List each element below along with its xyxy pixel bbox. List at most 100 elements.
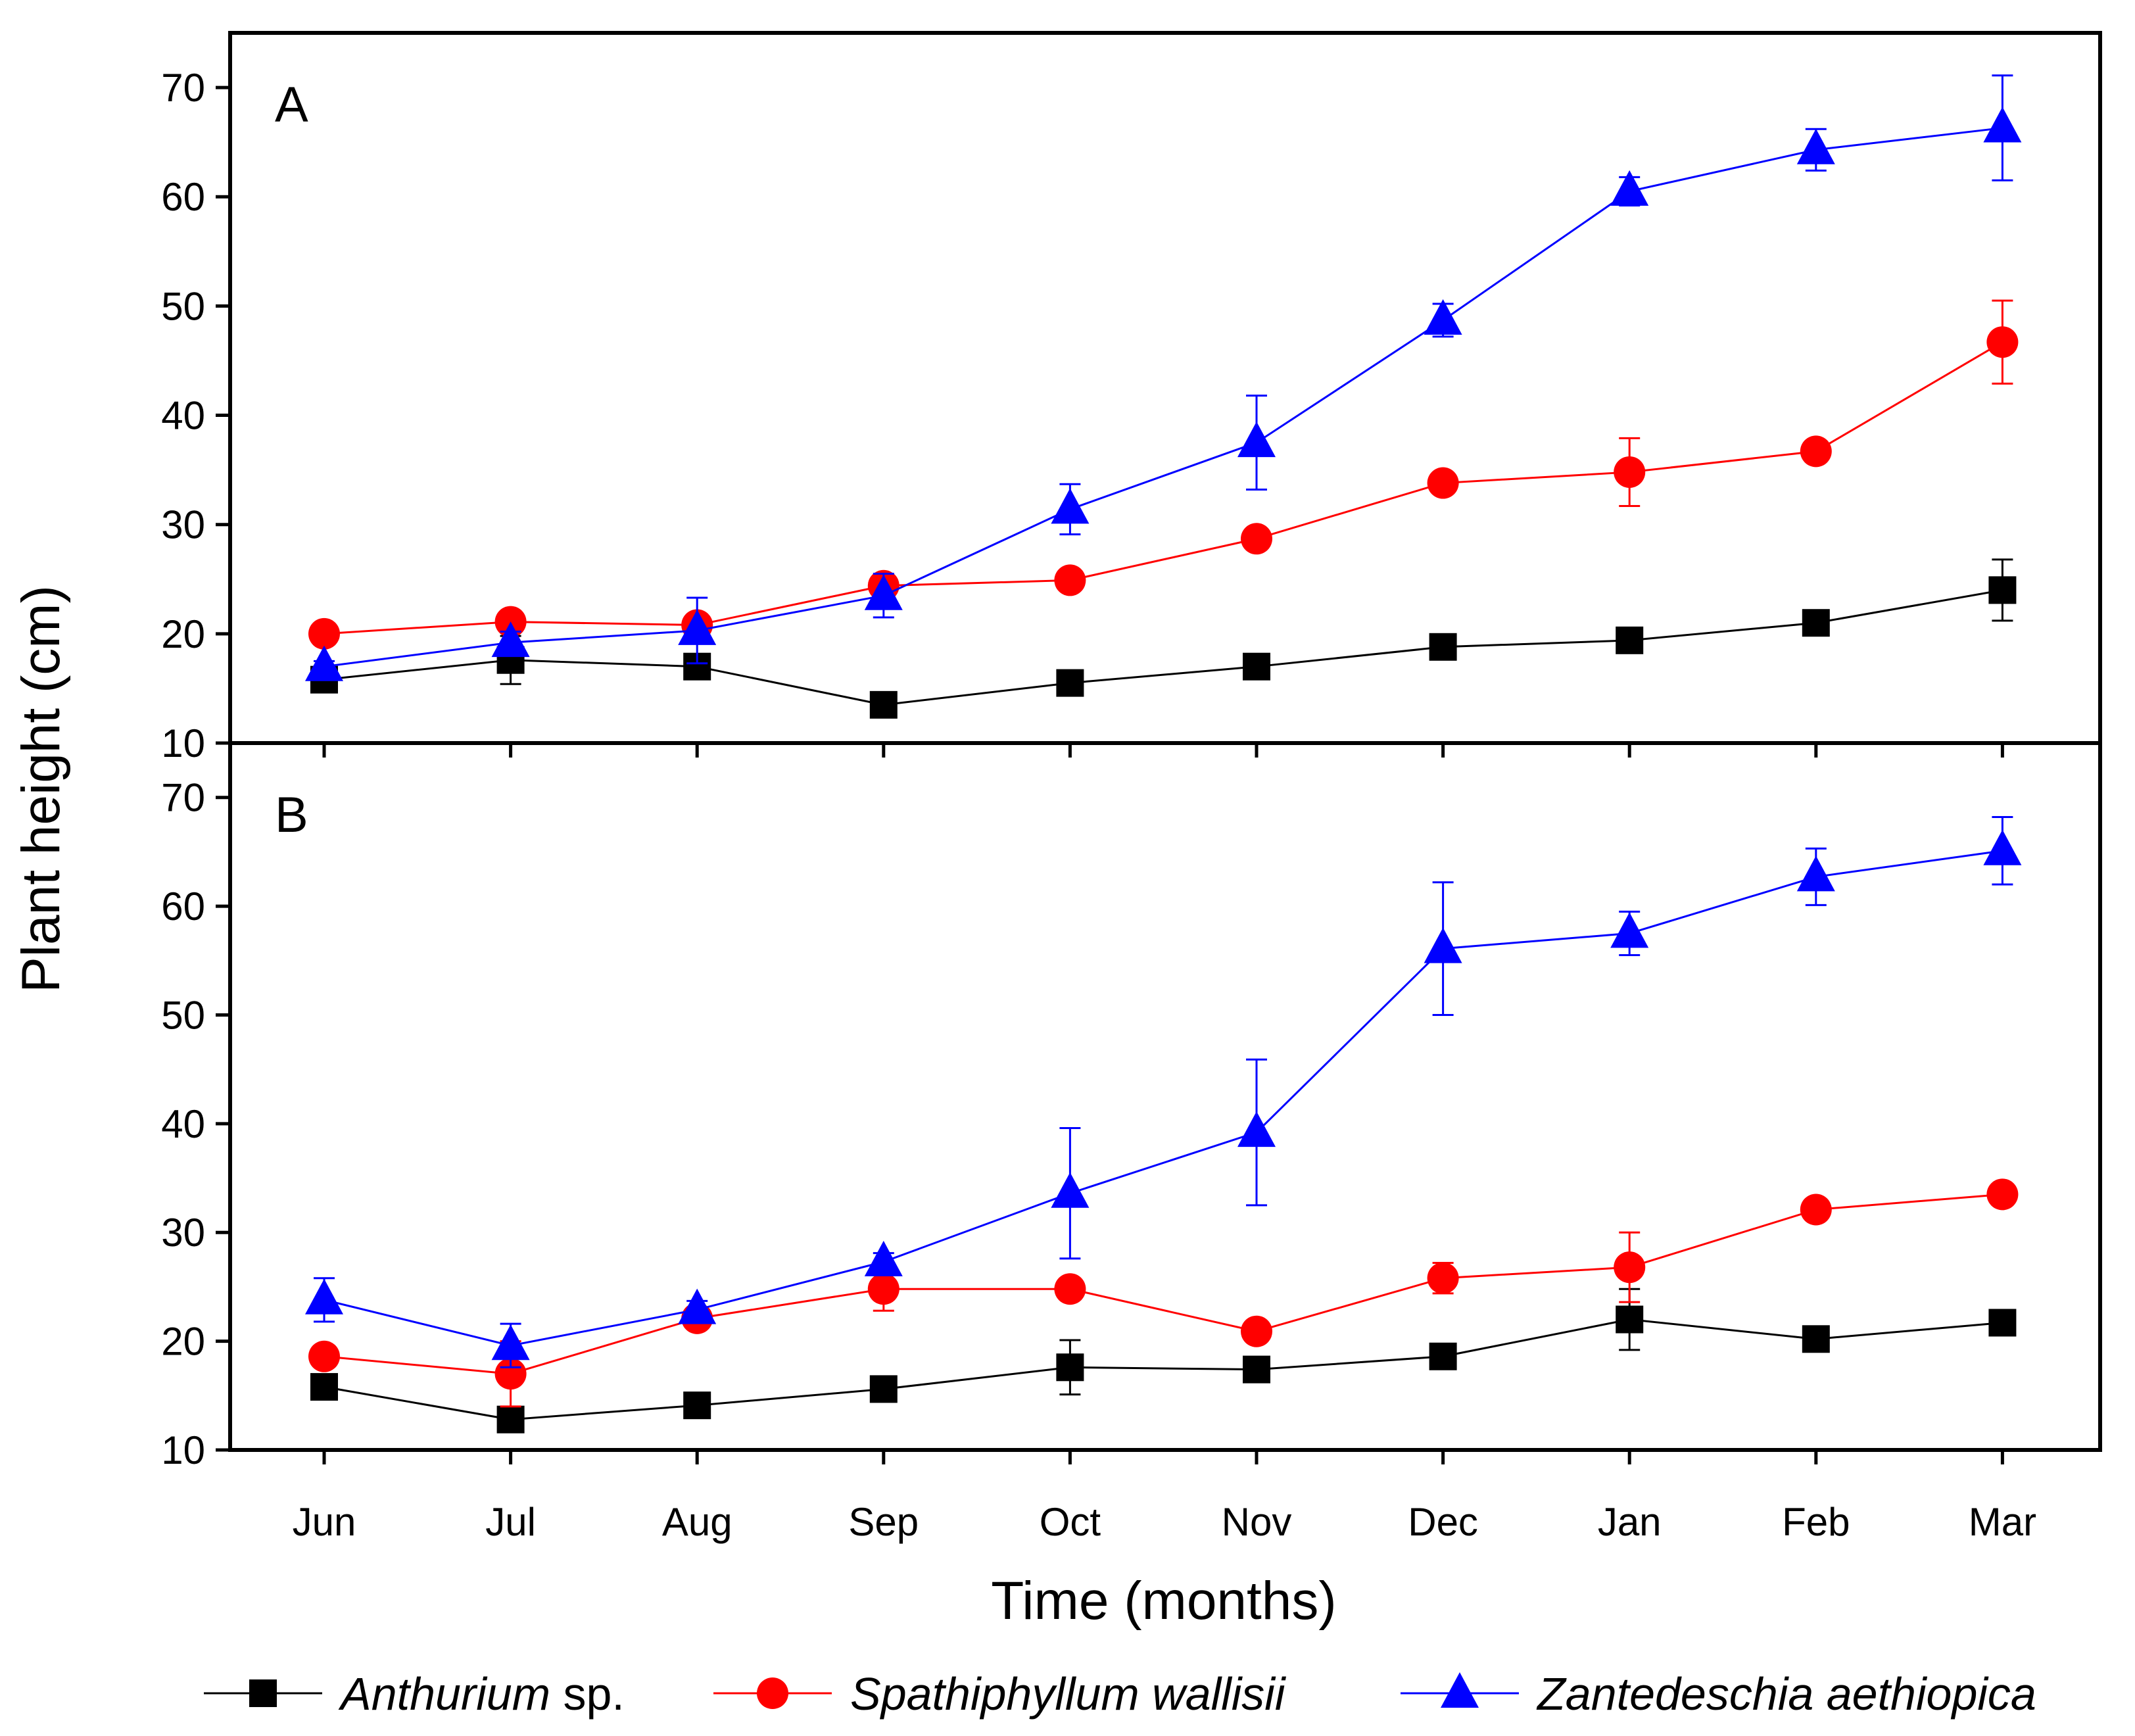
data-point — [869, 690, 898, 719]
legend: Anthurium sp. Spathiphyllum wallisii Zante… — [204, 1668, 2036, 1720]
data-point — [867, 1273, 900, 1305]
series-spathiphyllum-wallisii — [308, 1178, 2019, 1408]
data-point — [305, 645, 343, 681]
panel-a: 10 20 30 40 50 60 70 A — [161, 31, 2102, 765]
data-point — [1986, 1178, 2019, 1211]
series-line — [324, 127, 2003, 668]
data-point — [305, 1278, 343, 1314]
data-point — [1243, 1355, 1270, 1384]
data-point — [1056, 669, 1084, 697]
panel-label: A — [275, 77, 308, 133]
series-line — [324, 850, 2003, 1347]
data-point — [1800, 435, 1832, 468]
x-tick-label: Feb — [1782, 1500, 1850, 1544]
data-point — [1802, 1325, 1830, 1353]
x-tick-label: Jan — [1598, 1500, 1662, 1544]
y-tick-label: 10 — [161, 721, 205, 765]
data-point — [1616, 626, 1644, 654]
x-tick-label: Aug — [662, 1500, 732, 1544]
legend-marker — [757, 1677, 788, 1709]
data-point — [494, 1358, 527, 1390]
data-point — [678, 1288, 717, 1324]
series-line — [324, 589, 2003, 706]
x-axis: Jun Jul Aug Sep Oct Nov Dec Jan Feb Mar — [293, 1500, 2036, 1544]
y-tick-label: 30 — [161, 503, 205, 547]
series-spathiphyllum-wallisii — [308, 299, 2019, 650]
y-tick-label: 20 — [161, 612, 205, 656]
y-tick-label: 50 — [161, 993, 205, 1037]
data-point — [1988, 576, 2017, 604]
data-point — [869, 1375, 898, 1403]
legend-item: Spathiphyllum wallisii — [713, 1668, 1287, 1720]
y-tick-label: 30 — [161, 1211, 205, 1255]
data-point — [1614, 1251, 1646, 1284]
data-point — [491, 1324, 530, 1361]
x-tick-label: Mar — [1969, 1500, 2036, 1544]
panel-label: B — [275, 787, 308, 843]
legend-label: Zantedeschia aethiopica — [1536, 1668, 2036, 1720]
panel-b: 10 20 30 40 50 60 70 B — [161, 741, 2102, 1472]
y-tick-label: 40 — [161, 1102, 205, 1146]
data-point — [1614, 456, 1646, 488]
data-point — [491, 621, 530, 658]
x-tick-label: Jun — [293, 1500, 356, 1544]
panel-frame — [228, 741, 2102, 1452]
data-point — [1056, 1353, 1084, 1382]
y-tick-label: 70 — [161, 776, 205, 820]
data-point — [1796, 856, 1835, 892]
data-point — [1429, 633, 1457, 661]
data-point — [1988, 1309, 2017, 1337]
data-point — [864, 574, 903, 610]
series-line — [324, 341, 2003, 635]
legend-marker — [1441, 1672, 1479, 1708]
x-tick-label: Jul — [485, 1500, 536, 1544]
series-zantedeschia-aethiopica — [305, 815, 2022, 1368]
legend-label: Spathiphyllum wallisii — [850, 1668, 1287, 1720]
y-tick-label: 70 — [161, 66, 205, 110]
y-tick-label: 60 — [161, 175, 205, 219]
data-point — [1427, 467, 1459, 499]
legend-item: Zantedeschia aethiopica — [1401, 1668, 2036, 1720]
data-point — [308, 617, 340, 650]
x-axis-title: Time (months) — [991, 1571, 1336, 1631]
data-point — [1983, 829, 2022, 865]
x-tick-label: Dec — [1408, 1500, 1478, 1544]
data-point — [1051, 1172, 1090, 1208]
y-axis-title: Plant height (cm) — [11, 585, 71, 993]
legend-marker — [249, 1679, 277, 1707]
series-anthurium-sp- — [310, 1288, 2017, 1434]
data-point — [1429, 1342, 1457, 1370]
data-point — [1424, 927, 1462, 963]
data-point — [496, 1405, 525, 1434]
x-tick-label: Sep — [848, 1500, 919, 1544]
y-tick-label: 40 — [161, 394, 205, 438]
data-point — [1610, 912, 1649, 948]
data-point — [683, 1391, 711, 1420]
data-point — [1243, 652, 1270, 681]
data-point — [1054, 564, 1086, 596]
y-tick-label: 60 — [161, 884, 205, 928]
legend-item: Anthurium sp. — [204, 1668, 625, 1720]
data-point — [678, 609, 717, 645]
data-point — [1054, 1273, 1086, 1305]
data-point — [1241, 1315, 1272, 1347]
data-point — [1241, 523, 1272, 555]
data-point — [1237, 422, 1276, 458]
data-point — [1237, 1111, 1276, 1147]
y-tick-label: 50 — [161, 284, 205, 328]
data-point — [1427, 1262, 1459, 1294]
data-point — [864, 1240, 903, 1276]
y-tick-label: 20 — [161, 1320, 205, 1364]
data-point — [1796, 128, 1835, 164]
data-point — [308, 1340, 340, 1372]
data-point — [1424, 299, 1462, 335]
data-point — [1800, 1194, 1832, 1226]
data-point — [1986, 326, 2019, 358]
data-point — [310, 1373, 338, 1401]
y-tick-label: 10 — [161, 1428, 205, 1472]
series-zantedeschia-aethiopica — [305, 74, 2022, 681]
x-tick-label: Nov — [1222, 1500, 1292, 1544]
legend-label: Anthurium sp. — [338, 1668, 625, 1720]
series-line — [324, 1193, 2003, 1375]
